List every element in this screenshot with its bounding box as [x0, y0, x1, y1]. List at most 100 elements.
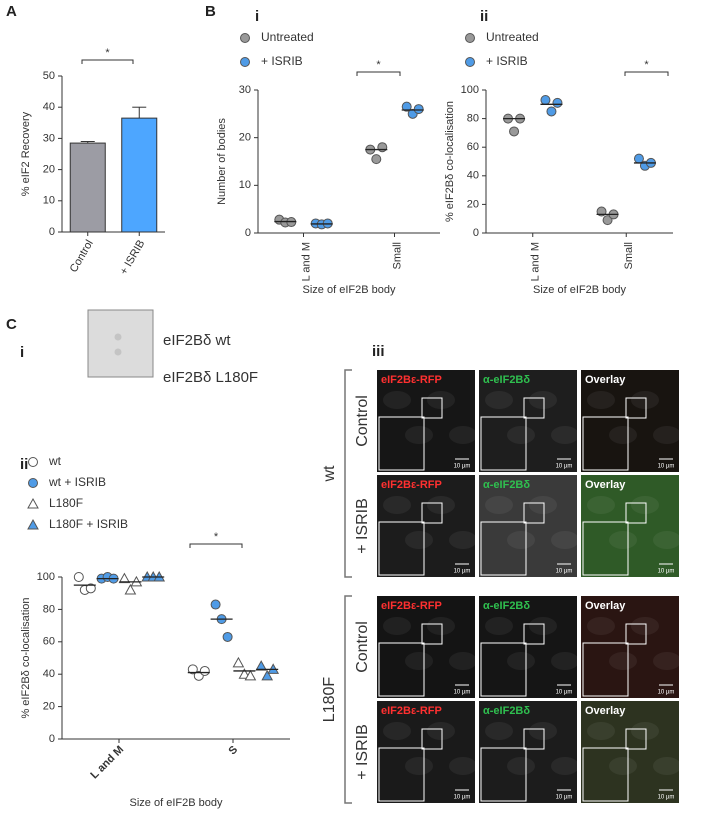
scale-bar-label: 10 µm	[454, 795, 471, 801]
micrograph	[479, 475, 577, 577]
cell-texture	[383, 391, 411, 409]
cell-texture	[405, 652, 433, 670]
cell-texture	[427, 391, 455, 409]
channel-label: Overlay	[585, 479, 626, 491]
micrograph	[581, 701, 679, 803]
micrograph	[581, 596, 679, 698]
significance-label: *	[644, 59, 649, 71]
cell-texture	[653, 531, 681, 549]
legend-label: wt	[48, 454, 62, 468]
y-tick-label: 0	[473, 227, 479, 239]
y-tick-label: 80	[43, 603, 55, 615]
cell-texture	[449, 426, 477, 444]
inset-small	[625, 623, 647, 645]
x-axis-label: Size of eIF2B body	[130, 797, 223, 809]
data-point	[401, 101, 412, 112]
channel-label: Overlay	[585, 374, 626, 386]
cell-texture	[383, 496, 411, 514]
blot-label: eIF2Bδ wt	[163, 332, 231, 349]
cell-texture	[507, 757, 535, 775]
scale-bar-label: 10 µm	[658, 795, 675, 801]
panel-label: A	[6, 3, 17, 20]
cell-texture	[587, 722, 615, 740]
scale-bar-label: 10 µm	[454, 690, 471, 696]
blot-spot	[114, 348, 122, 356]
row-label: Control	[354, 621, 371, 673]
data-point	[73, 572, 84, 582]
group-label: L180F	[321, 677, 338, 723]
data-point	[222, 631, 233, 642]
cell-texture	[551, 652, 579, 670]
inset-small	[625, 728, 647, 750]
cell-texture	[427, 722, 455, 740]
group-bracket	[344, 595, 352, 804]
inset-small	[523, 502, 545, 524]
scale-bar-label: 10 µm	[556, 464, 573, 470]
scale-bar-label: 10 µm	[454, 569, 471, 575]
cell-texture	[587, 617, 615, 635]
scale-bar-label: 10 µm	[658, 569, 675, 575]
y-tick-label: 10	[239, 179, 251, 191]
channel-label: Overlay	[585, 600, 626, 612]
significance-label: *	[105, 47, 110, 59]
legend-marker	[27, 497, 39, 509]
data-point	[255, 660, 268, 671]
y-tick-label: 40	[43, 668, 55, 680]
y-tick-label: 20	[43, 701, 55, 713]
inset-large	[582, 416, 629, 471]
scale-bar-label: 10 µm	[454, 464, 471, 470]
cell-texture	[383, 617, 411, 635]
cell-texture	[405, 531, 433, 549]
channel-label: α-eIF2Bδ	[483, 705, 530, 717]
cell-texture	[427, 496, 455, 514]
panel-label: iii	[372, 343, 385, 360]
data-point	[187, 664, 198, 675]
data-point	[371, 154, 382, 165]
x-tick-label: S	[226, 744, 240, 758]
panel-label: B	[205, 3, 216, 20]
inset-large	[378, 747, 425, 802]
blot-spot	[114, 333, 122, 341]
cell-texture	[551, 757, 579, 775]
channel-label: α-eIF2Bδ	[483, 479, 530, 491]
legend-marker	[240, 33, 250, 43]
y-tick-label: 60	[43, 636, 55, 648]
cell-texture	[485, 722, 513, 740]
micrograph	[377, 370, 475, 472]
channel-label: α-eIF2Bδ	[483, 600, 530, 612]
significance-bracket	[81, 59, 134, 64]
inset-small	[421, 397, 443, 419]
cell-texture	[485, 496, 513, 514]
cell-texture	[631, 617, 659, 635]
cell-texture	[449, 757, 477, 775]
micrograph	[479, 701, 577, 803]
significance-label: *	[376, 59, 381, 71]
channel-label: eIF2Bε-RFP	[381, 374, 442, 386]
x-axis-label: Size of eIF2B body	[303, 284, 396, 296]
legend-label: wt + ISRIB	[48, 475, 106, 489]
cell-texture	[653, 757, 681, 775]
legend-marker	[27, 518, 39, 530]
cell-texture	[587, 496, 615, 514]
cell-texture	[631, 496, 659, 514]
cell-texture	[587, 391, 615, 409]
channel-label: eIF2Bε-RFP	[381, 705, 442, 717]
data-point	[261, 669, 274, 681]
legend-marker	[28, 457, 38, 467]
cell-texture	[405, 757, 433, 775]
legend-label: L180F	[49, 496, 83, 510]
data-point	[210, 599, 221, 610]
inset-small	[625, 397, 647, 419]
scale-bar-label: 10 µm	[556, 569, 573, 575]
cell-texture	[507, 426, 535, 444]
channel-label: eIF2Bε-RFP	[381, 600, 442, 612]
inset-small	[421, 502, 443, 524]
y-tick-label: 0	[245, 227, 251, 239]
inset-large	[378, 642, 425, 697]
micrograph	[581, 370, 679, 472]
significance-bracket	[189, 543, 243, 548]
y-tick-label: 10	[43, 195, 55, 207]
cell-texture	[653, 652, 681, 670]
inset-small	[421, 728, 443, 750]
y-axis-label: % eIF2Bδ co-localisation	[20, 597, 32, 718]
